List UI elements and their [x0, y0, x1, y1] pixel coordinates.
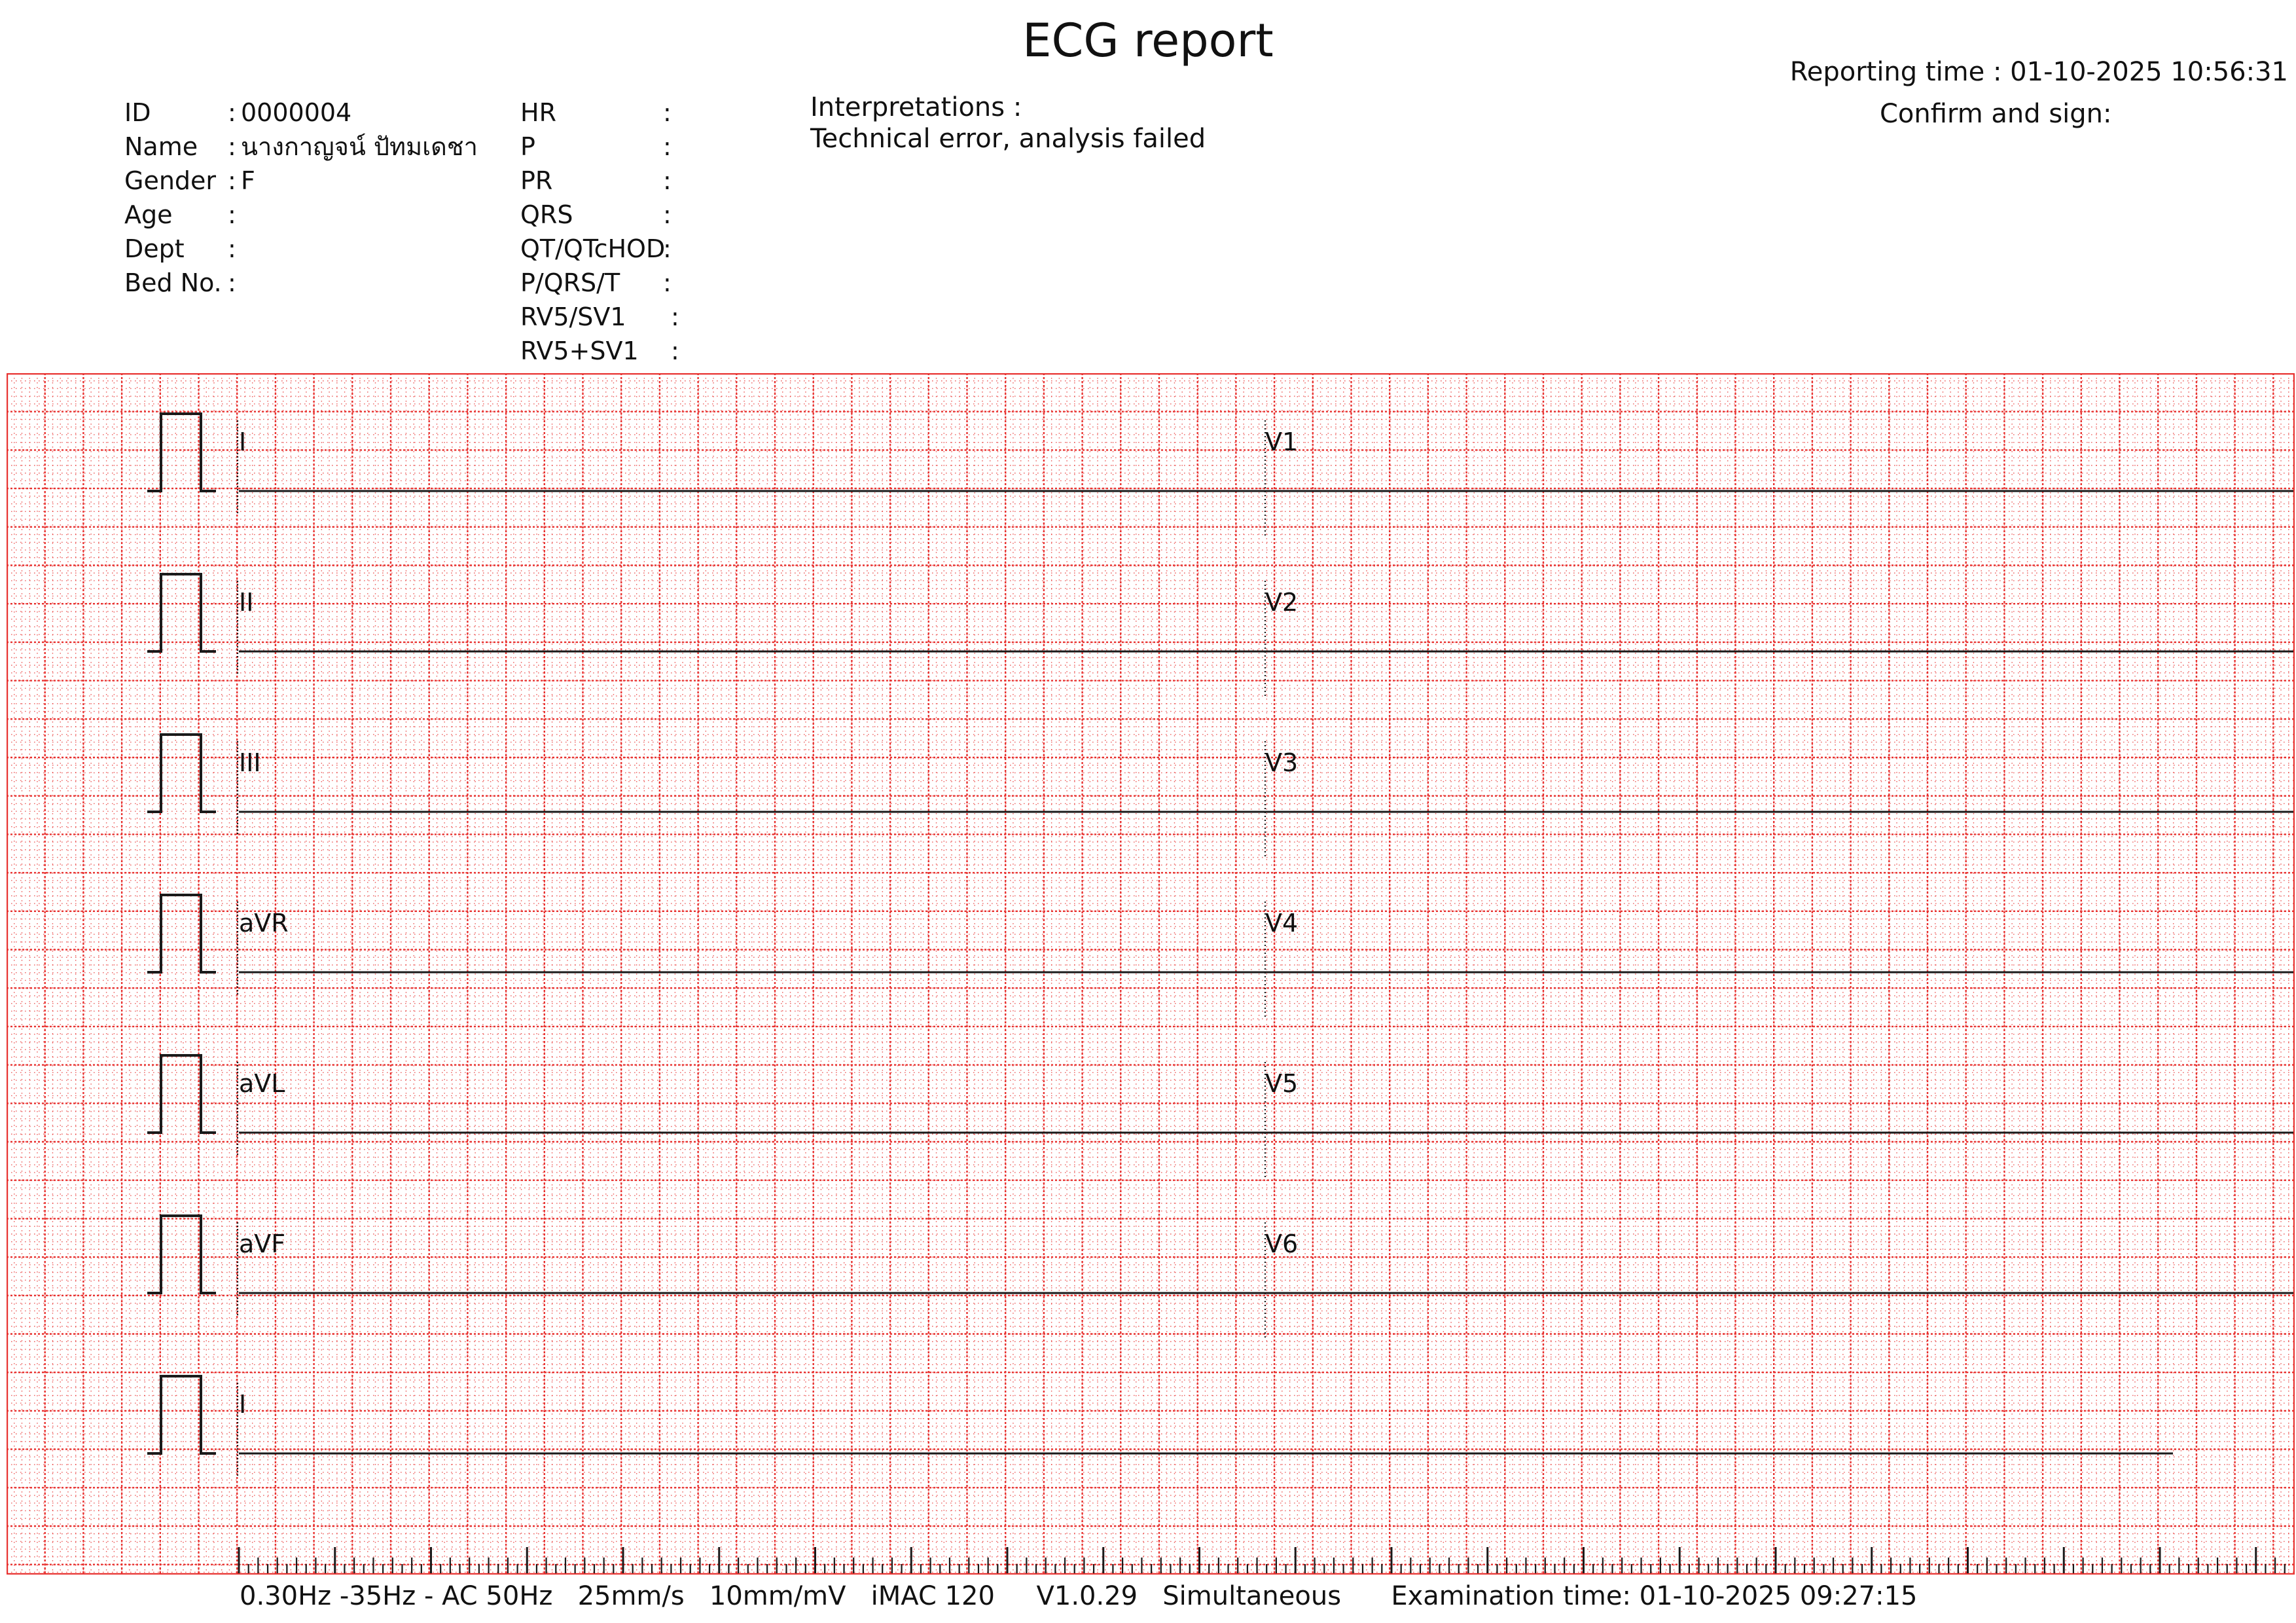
- measure-rv5sv1-label: RV5/SV1: [520, 302, 626, 331]
- measure-qrs-row: QRS :: [520, 198, 704, 232]
- measure-rv5plussv1-label: RV5+SV1: [520, 337, 639, 365]
- colon: :: [228, 166, 236, 195]
- colon: :: [663, 98, 672, 127]
- lead-label: V4: [1265, 909, 1298, 938]
- lead-label: II: [239, 588, 253, 617]
- calibration-pulse: [147, 573, 216, 653]
- colon: :: [663, 268, 672, 297]
- patient-bed-label: Bed No.: [124, 268, 222, 297]
- colon: :: [228, 98, 236, 127]
- calibration-pulse: [147, 733, 216, 813]
- colon: :: [228, 132, 236, 161]
- colon: :: [671, 302, 679, 331]
- lead-label: III: [239, 748, 261, 777]
- grid-minor-dots: [7, 373, 2295, 1575]
- grid-border: [7, 373, 2295, 1575]
- patient-gender-row: Gender : F: [124, 164, 517, 198]
- patient-id-value: 0000004: [241, 98, 352, 127]
- measure-qt-label: QT/QTcHOD: [520, 234, 666, 263]
- lead-label: V1: [1265, 428, 1298, 456]
- measure-hr-row: HR :: [520, 96, 704, 130]
- footer-device: iMAC 120: [870, 1581, 995, 1611]
- colon: :: [663, 166, 672, 195]
- lead-label: V2: [1265, 588, 1298, 617]
- ecg-traces: [147, 412, 2293, 1476]
- ecg-grid: I V1 II V2 III V3 aVR V4 aVL V5 aVF V6 I: [7, 373, 2295, 1575]
- measure-p-label: P: [520, 132, 535, 161]
- footer-mode: Simultaneous: [1162, 1581, 1342, 1611]
- interpretations: Interpretations : Technical error, analy…: [810, 92, 1206, 155]
- confirm-sign-label: Confirm and sign:: [1880, 99, 2112, 129]
- patient-name-row: Name : นางกาญจน์ ปัทมเดชา: [124, 130, 517, 164]
- footer-version: V1.0.29: [1036, 1581, 1138, 1611]
- lead-label: aVR: [239, 909, 289, 938]
- colon: :: [663, 200, 672, 229]
- patient-dept-row: Dept :: [124, 232, 517, 266]
- patient-gender-value: F: [241, 166, 255, 195]
- measure-pr-row: PR :: [520, 164, 704, 198]
- footer-filter: 0.30Hz -35Hz - AC 50Hz: [240, 1581, 553, 1611]
- footer-exam-time: Examination time: 01-10-2025 09:27:15: [1391, 1581, 1918, 1611]
- patient-name-label: Name: [124, 132, 198, 161]
- colon: :: [663, 234, 672, 263]
- footer-gain: 10mm/mV: [709, 1581, 846, 1611]
- patient-id-label: ID: [124, 98, 151, 127]
- lead-label: aVF: [239, 1230, 285, 1258]
- measure-p-row: P :: [520, 130, 704, 164]
- lead-labels: I V1 II V2 III V3 aVR V4 aVL V5 aVF V6 I: [239, 428, 1298, 1419]
- footer-speed: 25mm/s: [577, 1581, 685, 1611]
- measure-rv5plussv1-row: RV5+SV1 :: [520, 334, 704, 368]
- patient-bed-row: Bed No. :: [124, 266, 517, 300]
- patient-id-row: ID : 0000004: [124, 96, 517, 130]
- calibration-pulse: [147, 412, 216, 492]
- measure-qrs-label: QRS: [520, 200, 573, 229]
- lead-label: V3: [1265, 748, 1298, 777]
- interpretations-text: Technical error, analysis failed: [810, 124, 1206, 154]
- patient-name-value: นางกาญจน์ ปัทมเดชา: [241, 132, 478, 161]
- colon: :: [228, 234, 236, 263]
- footer-settings: 0.30Hz -35Hz - AC 50Hz 25mm/s 10mm/mV iM…: [240, 1578, 1917, 1614]
- measure-pr-label: PR: [520, 166, 553, 195]
- patient-age-label: Age: [124, 200, 173, 229]
- measure-hr-label: HR: [520, 98, 556, 127]
- reporting-time: Reporting time : 01-10-2025 10:56:31: [1789, 57, 2288, 87]
- patient-gender-label: Gender: [124, 166, 217, 195]
- colon: :: [228, 200, 236, 229]
- colon: :: [671, 337, 679, 365]
- calibration-pulse: [147, 1054, 216, 1134]
- patient-info: ID : 0000004 Name : นางกาญจน์ ปัทมเดชา G…: [124, 96, 517, 300]
- grid-major-lines: [7, 373, 2295, 1575]
- measure-axis-label: P/QRS/T: [520, 268, 620, 297]
- measure-axis-row: P/QRS/T :: [520, 266, 704, 300]
- lead-label: V5: [1265, 1069, 1298, 1098]
- lead-label: I: [239, 1390, 246, 1419]
- measure-rv5sv1-row: RV5/SV1 :: [520, 300, 704, 334]
- patient-age-row: Age :: [124, 198, 517, 232]
- measure-qt-row: QT/QTcHOD :: [520, 232, 704, 266]
- measurements: HR : P : PR : QRS : QT/QTcHOD : P/QRS/T …: [520, 96, 704, 368]
- lead-label: V6: [1265, 1230, 1298, 1258]
- colon: :: [663, 132, 672, 161]
- calibration-pulse: [147, 894, 216, 974]
- calibration-pulse: [147, 1214, 216, 1294]
- lead-label: I: [239, 428, 246, 456]
- interpretations-heading: Interpretations :: [810, 92, 1022, 122]
- report-title: ECG report: [1022, 14, 1274, 67]
- calibration-pulse: [147, 1375, 216, 1455]
- lead-label: aVL: [239, 1069, 285, 1098]
- patient-dept-label: Dept: [124, 234, 185, 263]
- time-ticks: [238, 1547, 2286, 1573]
- colon: :: [228, 268, 236, 297]
